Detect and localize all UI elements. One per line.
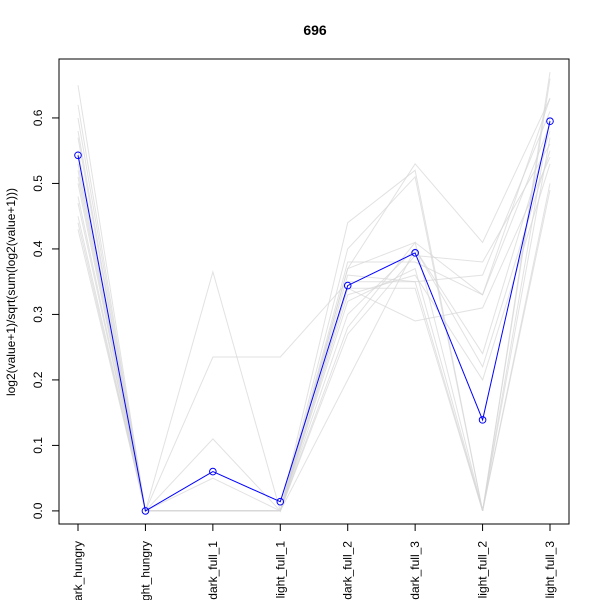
background-series-line (77, 130, 551, 512)
background-series-line (77, 98, 551, 512)
chart-title: 696 (303, 22, 327, 38)
highlight-point (74, 151, 82, 160)
x-tick-label: light_full_3 (543, 541, 557, 599)
background-series-line (77, 98, 551, 513)
x-tick-label: light_full_2 (476, 541, 490, 599)
highlight-point (411, 249, 419, 257)
y-tick-label: 0.1 (31, 437, 45, 454)
highlight-point (141, 507, 150, 515)
highlight-point (546, 117, 554, 126)
background-series-line (77, 117, 551, 512)
background-series-line (77, 156, 551, 512)
x-tick-label: dark_hungry (71, 541, 85, 600)
y-tick-label: 0.4 (31, 240, 45, 257)
x-tick-label: dark_full_2 (341, 541, 355, 600)
highlight-point (209, 467, 217, 476)
background-series-line (77, 124, 551, 512)
plot-frame (58, 58, 570, 525)
background-series-line (77, 143, 551, 512)
x-tick-label: light_hungry (138, 541, 152, 600)
highlight-point (478, 416, 487, 424)
x-tick-label: light_full_1 (273, 541, 287, 599)
y-tick-label: 0.6 (31, 109, 45, 126)
background-series-line (77, 137, 551, 512)
y-tick-label: 0.3 (31, 306, 45, 323)
y-tick-label: 0.0 (31, 502, 45, 519)
y-axis-label: log2(value+1)/sqrt(sum(log2(value+1))) (4, 188, 18, 396)
background-series-line (77, 183, 551, 512)
highlight-point (343, 281, 352, 290)
background-series-line (77, 111, 551, 513)
y-tick-label: 0.5 (31, 175, 45, 192)
x-tick-label: dark_full_3 (408, 541, 422, 600)
background-series-line (77, 163, 551, 512)
x-tick-label: dark_full_1 (206, 541, 220, 600)
background-series-line (77, 150, 551, 512)
background-series-layer (77, 72, 551, 513)
highlight-series-line (77, 121, 551, 512)
highlight-series-layer (74, 117, 554, 515)
y-tick-label: 0.2 (31, 371, 45, 388)
highlight-point (276, 497, 285, 506)
